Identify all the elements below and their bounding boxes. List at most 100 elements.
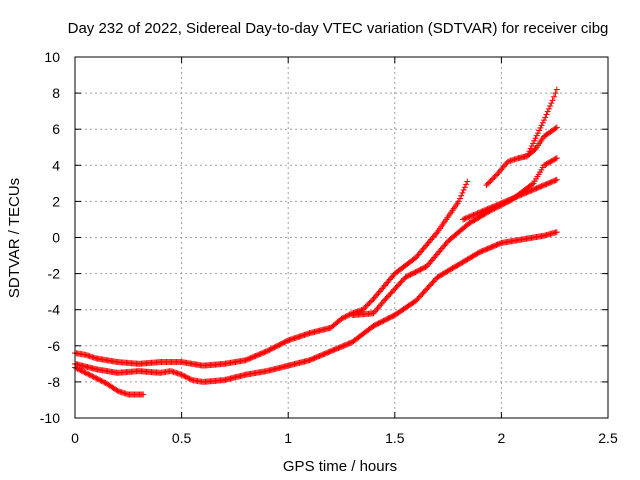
data-point bbox=[399, 276, 406, 283]
data-point bbox=[484, 245, 491, 252]
data-point bbox=[440, 244, 447, 251]
data-point bbox=[542, 161, 549, 168]
data-point bbox=[178, 371, 185, 378]
data-point bbox=[418, 292, 425, 299]
y-tick-label: -2 bbox=[48, 266, 61, 282]
data-point bbox=[519, 191, 526, 198]
data-point bbox=[425, 261, 432, 268]
data-point bbox=[344, 341, 351, 348]
data-point bbox=[430, 278, 437, 285]
x-tick-label: 1.5 bbox=[385, 430, 405, 446]
data-point bbox=[445, 267, 452, 274]
data-point bbox=[386, 292, 393, 299]
data-point bbox=[372, 321, 379, 328]
data-point bbox=[185, 375, 192, 382]
data-point bbox=[331, 346, 338, 353]
data-point bbox=[384, 315, 391, 322]
data-point bbox=[424, 285, 431, 292]
data-point bbox=[90, 373, 97, 380]
data-point bbox=[431, 232, 438, 239]
data-point bbox=[552, 177, 559, 184]
data-point bbox=[428, 257, 435, 264]
data-point bbox=[518, 191, 525, 198]
data-point bbox=[457, 260, 464, 267]
y-tick-label: 10 bbox=[44, 49, 60, 65]
data-point bbox=[396, 281, 403, 288]
data-point bbox=[444, 268, 451, 275]
data-point bbox=[471, 211, 478, 218]
data-point bbox=[370, 322, 377, 329]
data-point bbox=[419, 290, 426, 297]
data-point bbox=[415, 251, 422, 258]
data-point bbox=[548, 100, 555, 107]
data-point bbox=[309, 356, 316, 363]
data-point bbox=[475, 209, 482, 216]
data-point bbox=[413, 268, 420, 275]
data-point bbox=[416, 293, 423, 300]
data-point bbox=[498, 166, 505, 173]
data-point bbox=[550, 93, 557, 100]
data-point bbox=[438, 271, 445, 278]
data-point bbox=[470, 212, 477, 219]
data-point bbox=[515, 192, 522, 199]
data-point bbox=[430, 233, 437, 240]
data-point bbox=[544, 108, 551, 115]
data-point bbox=[436, 248, 443, 255]
data-point bbox=[329, 347, 336, 354]
data-point bbox=[317, 352, 324, 359]
data-point bbox=[337, 343, 344, 350]
data-point bbox=[468, 254, 475, 261]
data-point bbox=[83, 370, 90, 377]
data-point bbox=[453, 263, 460, 270]
data-point bbox=[498, 200, 505, 207]
data-point bbox=[415, 267, 422, 274]
data-point bbox=[485, 245, 492, 252]
data-point bbox=[478, 212, 485, 219]
data-point bbox=[91, 374, 98, 381]
data-point bbox=[413, 254, 420, 261]
x-tick-label: 0.5 bbox=[172, 430, 192, 446]
y-tick-label: -6 bbox=[48, 338, 61, 354]
y-tick-label: 0 bbox=[52, 230, 60, 246]
data-point bbox=[418, 248, 425, 255]
data-point bbox=[181, 373, 188, 380]
data-point bbox=[386, 314, 393, 321]
y-axis-label: SDTVAR / TECUs bbox=[6, 178, 23, 298]
data-point bbox=[99, 378, 106, 385]
data-point bbox=[430, 255, 437, 262]
data-point bbox=[371, 294, 378, 301]
data-point bbox=[378, 286, 385, 293]
data-point bbox=[499, 199, 506, 206]
data-point bbox=[528, 142, 535, 149]
data-point bbox=[434, 274, 441, 281]
data-point bbox=[381, 282, 388, 289]
data-point bbox=[494, 241, 501, 248]
data-point bbox=[549, 97, 556, 104]
data-point bbox=[423, 286, 430, 293]
data-point bbox=[182, 373, 189, 380]
data-point bbox=[543, 160, 550, 167]
data-point bbox=[370, 295, 377, 302]
data-point bbox=[483, 182, 490, 189]
data-point bbox=[552, 125, 559, 132]
y-tick-label: -10 bbox=[40, 410, 60, 426]
data-point bbox=[472, 251, 479, 258]
data-point bbox=[378, 300, 385, 307]
data-point bbox=[537, 183, 544, 190]
data-point bbox=[459, 259, 466, 266]
data-point bbox=[362, 303, 369, 310]
data-point bbox=[461, 184, 468, 191]
data-point bbox=[418, 265, 425, 272]
data-point bbox=[343, 313, 350, 320]
data-point bbox=[489, 203, 496, 210]
data-point bbox=[345, 340, 352, 347]
data-point bbox=[375, 320, 382, 327]
data-point bbox=[480, 211, 487, 218]
y-tick-label: -4 bbox=[48, 302, 61, 318]
data-point bbox=[467, 213, 474, 220]
data-point bbox=[261, 349, 268, 356]
data-point bbox=[420, 265, 427, 272]
data-point bbox=[469, 212, 476, 219]
data-point bbox=[375, 303, 382, 310]
data-point bbox=[552, 155, 559, 162]
